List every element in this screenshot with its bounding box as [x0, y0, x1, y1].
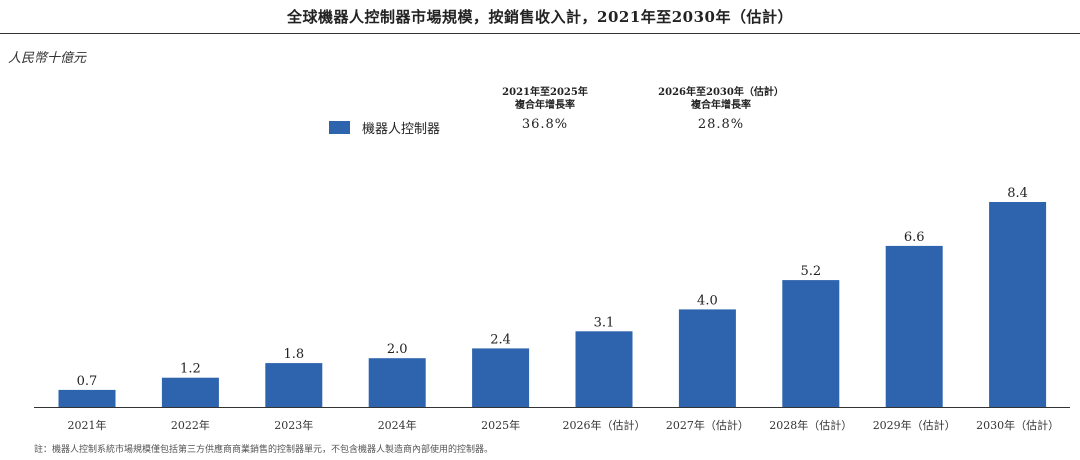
footnote: 註：機器人控制系統市場規模僅包括第三方供應商商業銷售的控制器單元，不包含機器人製…	[34, 445, 494, 455]
bar	[368, 358, 426, 407]
legend-swatch	[329, 121, 350, 134]
bar	[885, 245, 943, 407]
data-label: 1.8	[283, 347, 304, 362]
bar	[161, 377, 219, 407]
unit-label: 人民幣十億元	[8, 51, 87, 66]
chart-title: 全球機器人控制器市場規模，按銷售收入計，2021年至2030年（估計）	[287, 8, 793, 26]
x-tick-label: 2022年	[171, 418, 210, 432]
bar	[989, 202, 1047, 407]
data-label: 2.0	[387, 342, 408, 357]
cagr-value-1: 36.8%	[521, 117, 569, 132]
legend-label: 機器人控制器	[362, 122, 441, 137]
bar	[575, 331, 633, 407]
bar	[58, 389, 116, 407]
data-label: 6.6	[904, 230, 925, 245]
title-divider	[0, 33, 1080, 34]
x-tick-label: 2029年（估計）	[873, 418, 956, 432]
bar	[265, 363, 323, 407]
x-tick-label: 2023年	[274, 418, 313, 432]
bar	[782, 280, 840, 407]
data-label: 5.2	[800, 264, 821, 279]
cagr-caption-1: 複合年增長率	[515, 100, 575, 111]
bar	[678, 309, 736, 407]
cagr-period-1: 2021年至2025年	[502, 87, 588, 98]
cagr-header-1: 2021年至2025年 複合年增長率	[470, 86, 620, 112]
bar	[472, 348, 530, 407]
x-tick-label: 2026年（估計）	[563, 418, 646, 432]
cagr-value-2: 28.8%	[697, 117, 745, 132]
x-tick-label: 2024年	[378, 418, 417, 432]
x-tick-label: 2030年（估計）	[976, 418, 1059, 432]
data-label: 4.0	[697, 293, 718, 308]
data-label: 2.4	[490, 332, 511, 347]
data-label: 0.7	[77, 374, 98, 389]
data-label: 3.1	[594, 315, 615, 330]
data-label: 1.2	[180, 362, 201, 377]
cagr-caption-2: 複合年增長率	[691, 100, 751, 111]
x-tick-label: 2028年（估計）	[769, 418, 852, 432]
x-tick-label: 2021年	[68, 418, 107, 432]
cagr-period-2: 2026年至2030年（估計）	[658, 87, 784, 98]
cagr-header-2: 2026年至2030年（估計） 複合年增長率	[646, 86, 796, 112]
x-tick-label: 2027年（估計）	[666, 418, 749, 432]
data-label: 8.4	[1007, 186, 1028, 201]
x-tick-label: 2025年	[481, 418, 520, 432]
